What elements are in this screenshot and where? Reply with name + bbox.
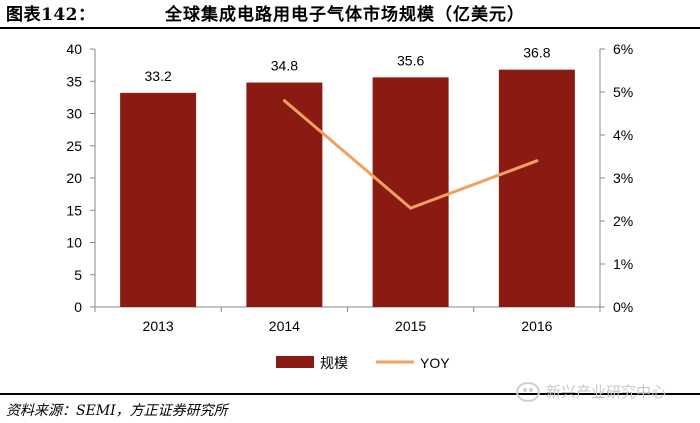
- legend-swatch-bar: [276, 356, 314, 368]
- bar: [246, 82, 323, 307]
- x-tick-label: 2013: [143, 318, 174, 334]
- bar: [372, 77, 449, 307]
- y-right-tick-label: 6%: [613, 41, 633, 57]
- bar-data-label: 33.2: [145, 68, 172, 84]
- y-right-tick-label: 1%: [613, 256, 633, 272]
- yoy-point: [282, 99, 286, 103]
- top-rule: [0, 27, 700, 29]
- y-right-tick-label: 0%: [613, 299, 633, 315]
- legend-label-line: YOY: [420, 355, 450, 371]
- bar: [120, 92, 197, 307]
- bars-layer: [120, 69, 575, 307]
- labels-layer: 33.2 34.8 35.6 36.8: [145, 45, 551, 84]
- header: 图表142： 全球集成电路用电子气体市场规模（亿美元）: [0, 0, 700, 26]
- wechat-icon: [516, 381, 540, 402]
- legend-label-bar: 规模: [320, 355, 348, 371]
- bar-data-label: 36.8: [523, 45, 550, 61]
- watermark-text: 新兴产业研究中心: [546, 383, 667, 401]
- y-left-tick-label: 30: [66, 106, 82, 122]
- bar-data-label: 35.6: [397, 52, 424, 68]
- x-tick-label: 2015: [395, 318, 426, 334]
- y-left-tick-label: 0: [74, 299, 82, 315]
- yoy-point: [409, 206, 413, 210]
- bottom-rule: [0, 393, 700, 395]
- y-right-tick-label: 3%: [613, 170, 633, 186]
- x-tick-label: 2016: [521, 318, 552, 334]
- y-left-tick-label: 15: [66, 202, 82, 218]
- y-left-tick-label: 25: [66, 138, 82, 154]
- source-note: 资料来源：SEMI，方正证券研究所: [6, 403, 228, 419]
- watermark: 新兴产业研究中心: [516, 381, 666, 402]
- y-left-tick-label: 5: [74, 267, 82, 283]
- line-layer: [282, 99, 539, 210]
- y-right-tick-label: 2%: [613, 213, 633, 229]
- axes-layer: 0 5 10 15 20 25 30 35 40 0% 1% 2% 3% 4% 5% 6% 2013 2014 20…: [66, 41, 633, 334]
- y-left-tick-label: 35: [66, 73, 82, 89]
- bar: [498, 69, 575, 307]
- y-left-tick-label: 20: [66, 170, 82, 186]
- figure-label: 图表142：: [6, 5, 96, 25]
- chart-title: 全球集成电路用电子气体市场规模（亿美元）: [165, 5, 525, 25]
- legend: 规模 YOY: [276, 355, 450, 371]
- y-right-tick-label: 4%: [613, 127, 633, 143]
- x-tick-label: 2014: [269, 318, 300, 334]
- y-left-tick-label: 40: [66, 41, 82, 57]
- yoy-point: [535, 159, 539, 163]
- chart: 0 5 10 15 20 25 30 35 40 0% 1% 2% 3% 4% 5% 6% 2013 2014 20…: [66, 41, 633, 371]
- y-left-tick-label: 10: [66, 235, 82, 251]
- bar-data-label: 34.8: [271, 58, 298, 74]
- y-right-tick-label: 5%: [613, 84, 633, 100]
